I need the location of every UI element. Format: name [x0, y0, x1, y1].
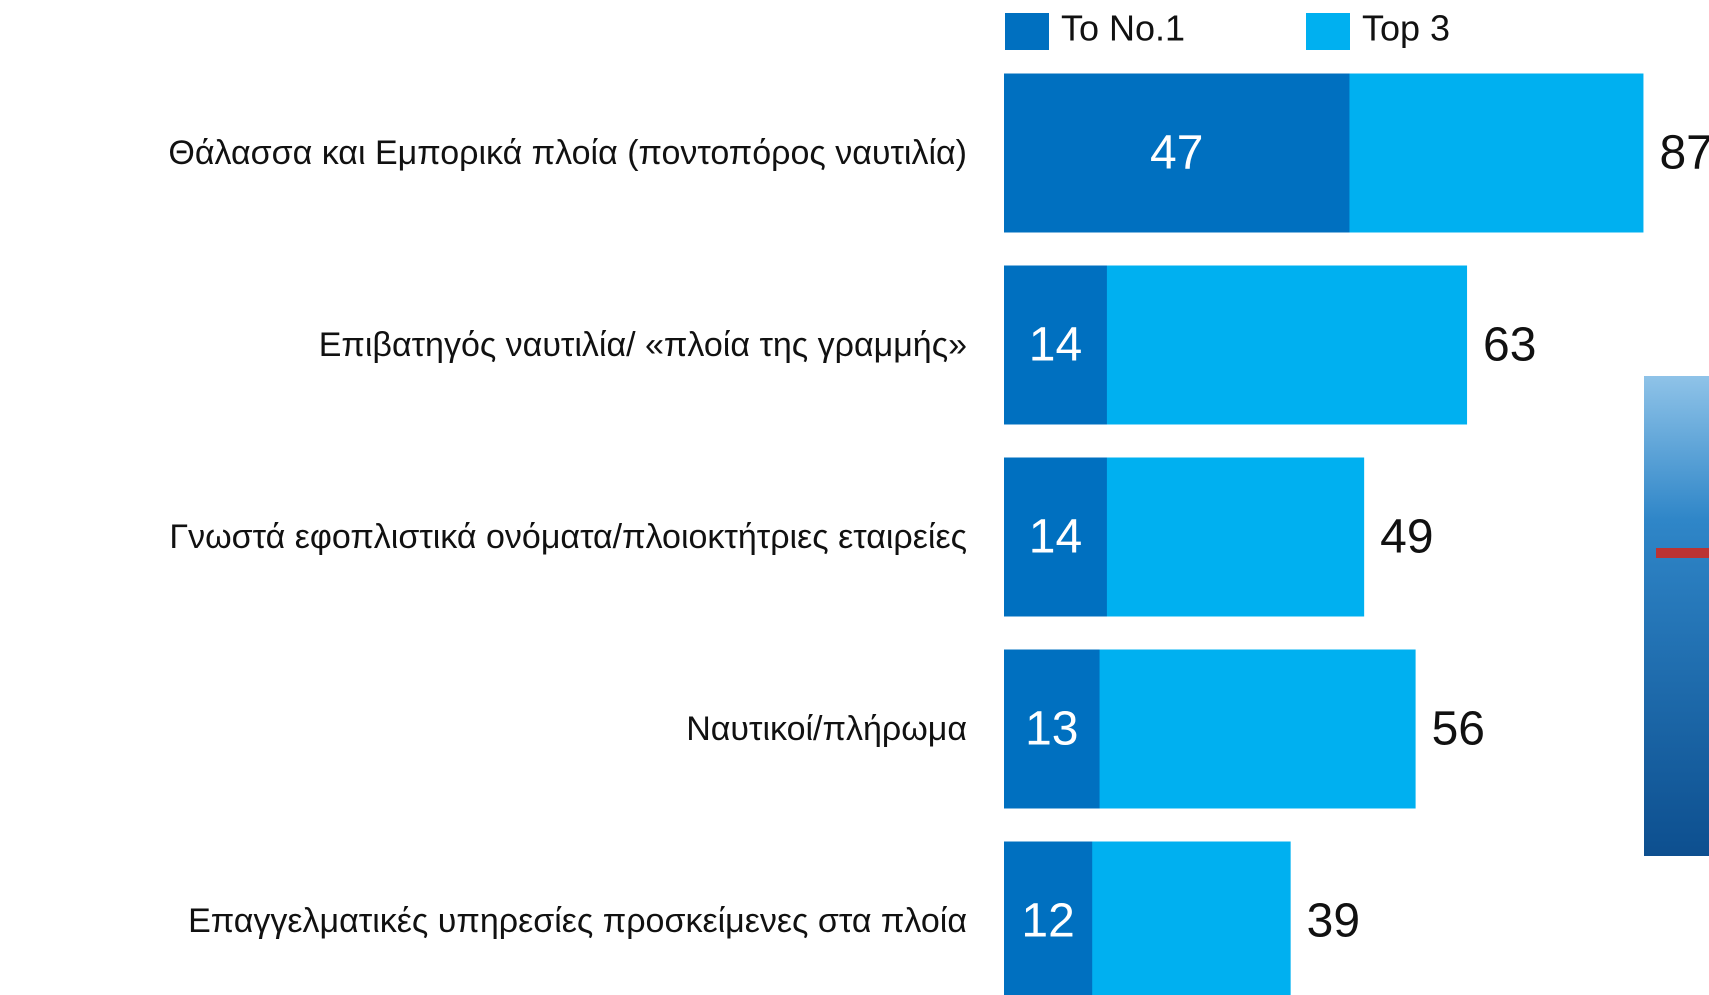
photo: [1644, 376, 1709, 856]
value-label: 12: [1021, 895, 1074, 948]
category-label: Ναυτικοί/πλήρωμα: [686, 710, 967, 748]
category-label: Επιβατηγός ναυτιλία/ «πλοία της γραμμής»: [319, 326, 967, 364]
value-label: 63: [1483, 319, 1536, 372]
legend-label: Top 3: [1362, 8, 1450, 49]
value-label: 39: [1307, 895, 1360, 948]
legend-swatch: [1306, 13, 1350, 50]
ship: [1656, 548, 1709, 558]
value-label: 49: [1380, 511, 1433, 564]
value-label: 14: [1029, 511, 1082, 564]
category-label: Επαγγελματικές υπηρεσίες προσκείμενες στ…: [188, 902, 967, 940]
value-label: 47: [1150, 127, 1203, 180]
category-label: Γνωστά εφοπλιστικά ονόματα/πλοιοκτήτριες…: [169, 518, 967, 556]
legend-label: To No.1: [1061, 8, 1185, 49]
value-label: 14: [1029, 319, 1082, 372]
chart: To No.1 Top 3 Θάλασσα και Εμπορικά πλοία (…: [0, 0, 1709, 995]
category-label: Θάλασσα και Εμπορικά πλοία (ποντοπόρος ν…: [168, 134, 967, 172]
value-label: 13: [1025, 703, 1078, 756]
value-label: 87: [1659, 127, 1709, 180]
value-label: 56: [1432, 703, 1485, 756]
legend-swatch: [1005, 13, 1049, 50]
